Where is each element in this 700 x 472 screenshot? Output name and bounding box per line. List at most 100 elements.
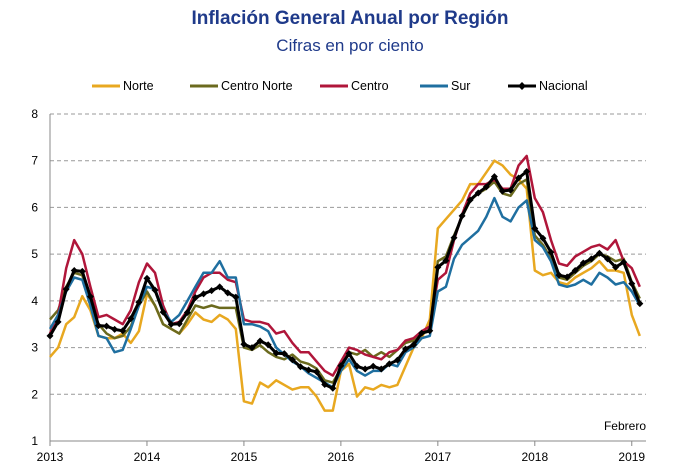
series-nacional-point — [482, 183, 490, 191]
series-nacional-point — [256, 337, 264, 345]
series-nacional-point — [94, 322, 102, 330]
y-tick-label: 8 — [31, 107, 38, 121]
series-nacional-point — [175, 320, 183, 328]
series-nacional-point — [426, 327, 434, 335]
series-nacional-point — [555, 271, 563, 279]
series-nacional-point — [636, 300, 644, 308]
series-nacional-point — [329, 384, 337, 392]
series-nacional-point — [119, 327, 127, 335]
series-nacional-point — [305, 366, 313, 374]
y-tick-label: 2 — [31, 387, 38, 401]
series-nacional-point — [296, 363, 304, 371]
legend-label-series-nacional: Nacional — [539, 79, 588, 93]
y-tick-label: 5 — [31, 247, 38, 261]
series-nacional-point — [248, 344, 256, 352]
series-centro-line — [48, 154, 641, 377]
series-nacional-point — [547, 248, 555, 256]
series-nacional-point — [490, 173, 498, 181]
y-tick-label: 3 — [31, 341, 38, 355]
y-tick-label: 1 — [31, 434, 38, 448]
series-nacional-point — [507, 186, 515, 194]
series-nacional-point — [280, 350, 288, 358]
series-nacional-point — [200, 290, 208, 298]
series-nacional-point — [377, 365, 385, 373]
series-nacional-point — [393, 356, 401, 364]
series-nacional-point — [369, 362, 377, 370]
series-nacional-point — [531, 224, 539, 232]
series-nacional-point — [313, 368, 321, 376]
legend-label-series-sur: Sur — [451, 79, 470, 93]
series-nacional-point — [402, 345, 410, 353]
x-tick-label: 2015 — [231, 450, 258, 464]
series-nacional-point — [232, 293, 240, 301]
series-nacional-point — [78, 267, 86, 275]
series-nacional-point — [46, 332, 54, 340]
series-nacional-point — [450, 234, 458, 242]
series-nacional-point — [353, 362, 361, 370]
annotation-febrero: Febrero — [604, 419, 646, 433]
series-nacional-point — [167, 320, 175, 328]
y-tick-label: 6 — [31, 200, 38, 214]
series-nacional-point — [103, 322, 111, 330]
series-nacional-point — [442, 257, 450, 265]
series-nacional-point — [474, 189, 482, 197]
series-nacional-point — [272, 349, 280, 357]
series-nacional-point — [595, 249, 603, 257]
series-nacional-point — [434, 263, 442, 271]
series-nacional-point — [466, 196, 474, 204]
series-nacional-point — [515, 174, 523, 182]
series-nacional-point — [385, 360, 393, 368]
series-nacional-point — [458, 212, 466, 220]
series-nacional-point — [620, 258, 628, 266]
series-nacional-point — [54, 318, 62, 326]
series-nacional-point — [410, 341, 418, 349]
y-tick-label: 7 — [31, 154, 38, 168]
series-nacional-point — [288, 356, 296, 364]
legend-label-series-centro: Centro — [351, 79, 389, 93]
series-nacional-point — [70, 266, 78, 274]
series-nacional-point — [183, 309, 191, 317]
series-nacional-point — [498, 187, 506, 195]
series-nacional-point — [571, 266, 579, 274]
series-nacional-point — [579, 259, 587, 267]
series-nacional-point — [111, 325, 119, 333]
series-nacional-point — [240, 340, 248, 348]
series-nacional-point — [418, 329, 426, 337]
series-nacional-point — [151, 286, 159, 294]
series-nacional-point — [612, 263, 620, 271]
x-tick-label: 2018 — [521, 450, 548, 464]
series-nacional-point — [628, 280, 636, 288]
series-nacional-point — [604, 255, 612, 263]
chart-title: Inflación General Anual por Región — [191, 8, 509, 29]
legend-marker-series-nacional — [518, 82, 526, 90]
y-tick-label: 4 — [31, 294, 38, 308]
series-nacional-point — [264, 341, 272, 349]
series-nacional-point — [135, 298, 143, 306]
series-nacional-point — [208, 287, 216, 295]
legend-label-series-norte: Norte — [123, 79, 154, 93]
series-sur-line — [48, 196, 641, 389]
series-nacional-point — [127, 315, 135, 323]
series-nacional-point — [523, 167, 531, 175]
series-nacional-point — [361, 365, 369, 373]
series-nacional-point — [143, 274, 151, 282]
series-nacional-point — [159, 308, 167, 316]
x-tick-label: 2019 — [618, 450, 645, 464]
series-nacional-point — [191, 294, 199, 302]
series-nacional-point — [62, 285, 70, 293]
series-nacional-point — [587, 255, 595, 263]
legend-label-series-centro-norte: Centro Norte — [221, 79, 293, 93]
series-nacional-point — [337, 362, 345, 370]
x-tick-label: 2014 — [134, 450, 161, 464]
series-nacional-point — [539, 234, 547, 242]
x-tick-label: 2016 — [328, 450, 355, 464]
x-tick-label: 2017 — [424, 450, 451, 464]
series-nacional-point — [216, 283, 224, 291]
series-nacional-point — [563, 273, 571, 281]
series-nacional-point — [321, 380, 329, 388]
chart-subtitle: Cifras en por ciento — [276, 36, 424, 55]
x-tick-label: 2013 — [37, 450, 64, 464]
series-nacional-point — [345, 350, 353, 358]
series-nacional-point — [224, 289, 232, 297]
series-nacional-point — [86, 293, 94, 301]
